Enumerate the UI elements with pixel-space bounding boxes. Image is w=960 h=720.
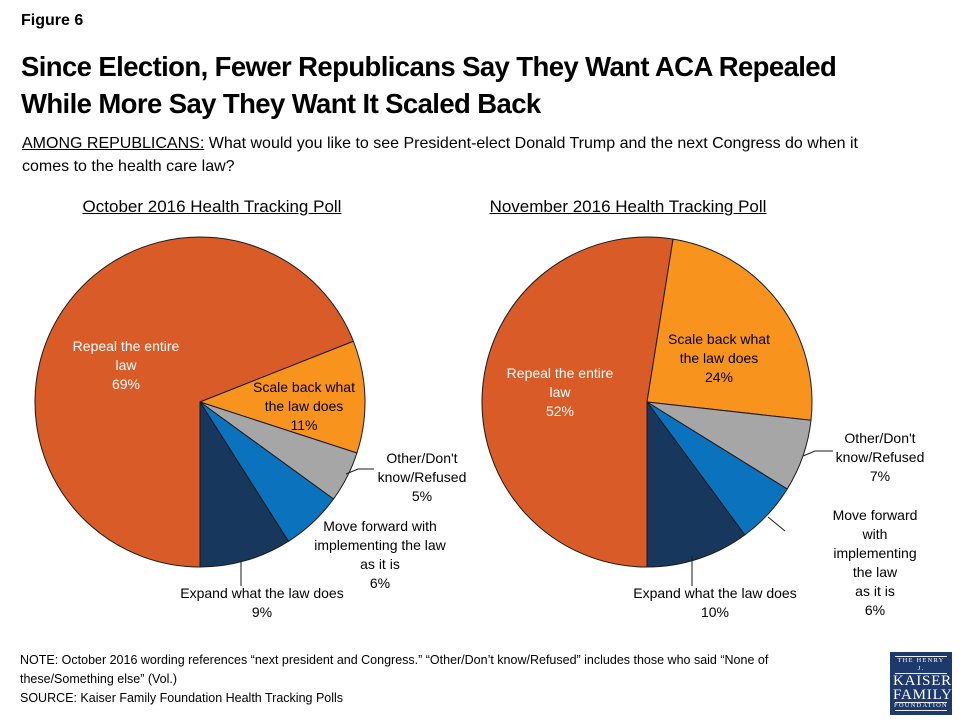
pie-chart-october — [34, 236, 366, 568]
pie-slice — [646, 238, 813, 421]
pie-label-move-forward-november: Move forward with implementing the law a… — [832, 507, 918, 618]
logo-rule — [895, 701, 947, 703]
subtitle: AMONG REPUBLICANS: What would you like t… — [22, 132, 942, 178]
logo-text-foundation: FOUNDATION — [894, 702, 948, 710]
pie-title-october: October 2016 Health Tracking Poll — [82, 197, 342, 216]
kff-logo: THE HENRY J. KAISER FAMILY FOUNDATION — [890, 652, 952, 715]
pie-label-scale-back-october: Scale back what the law does 11% — [253, 379, 355, 433]
logo-text-family: FAMILY — [893, 686, 953, 703]
pie-label-repeal-october: Repeal the entire law 69% — [72, 338, 180, 392]
pie-label-expand-november: Expand what the law does 10% — [633, 585, 797, 620]
pie-label-move-forward-october: Move forward with implementing the law a… — [314, 518, 446, 591]
pie-label-repeal-november: Repeal the entire law 52% — [506, 365, 614, 419]
pie-label-expand-october: Expand what the law does 9% — [180, 585, 344, 620]
logo-text-kaiser: KAISER — [893, 672, 952, 689]
logo-text-top: THE HENRY J. — [897, 656, 945, 672]
label-leader-line — [345, 468, 374, 475]
logo-rule — [895, 656, 947, 657]
label-leader-line — [802, 450, 833, 457]
subtitle-question: What would you like to see President-ele… — [22, 135, 858, 175]
subtitle-prefix: AMONG REPUBLICANS: — [22, 135, 205, 152]
figure-label: Figure 6 — [21, 12, 84, 29]
logo-rule — [895, 672, 947, 674]
pie-slice — [34, 236, 354, 568]
pie-label-other-november: Other/Don't know/Refused 7% — [835, 430, 925, 484]
note-text: NOTE: October 2016 wording references “n… — [20, 653, 769, 686]
pie-title-november: November 2016 Health Tracking Poll — [489, 197, 767, 216]
pie-slice — [481, 236, 674, 568]
pie-label-other-october: Other/Don't know/Refused 5% — [377, 450, 467, 504]
pie-chart-november — [481, 236, 813, 568]
pie-slice — [199, 401, 289, 568]
page-title: Since Election, Fewer Republicans Say Th… — [21, 51, 837, 119]
pie-slice — [646, 401, 746, 568]
source-text: SOURCE: Kaiser Family Foundation Health … — [20, 691, 344, 705]
pie-label-scale-back-november: Scale back what the law does 24% — [668, 331, 770, 385]
label-leader-line — [767, 516, 786, 532]
logo-rule — [895, 710, 947, 711]
pie-slice — [199, 340, 366, 454]
